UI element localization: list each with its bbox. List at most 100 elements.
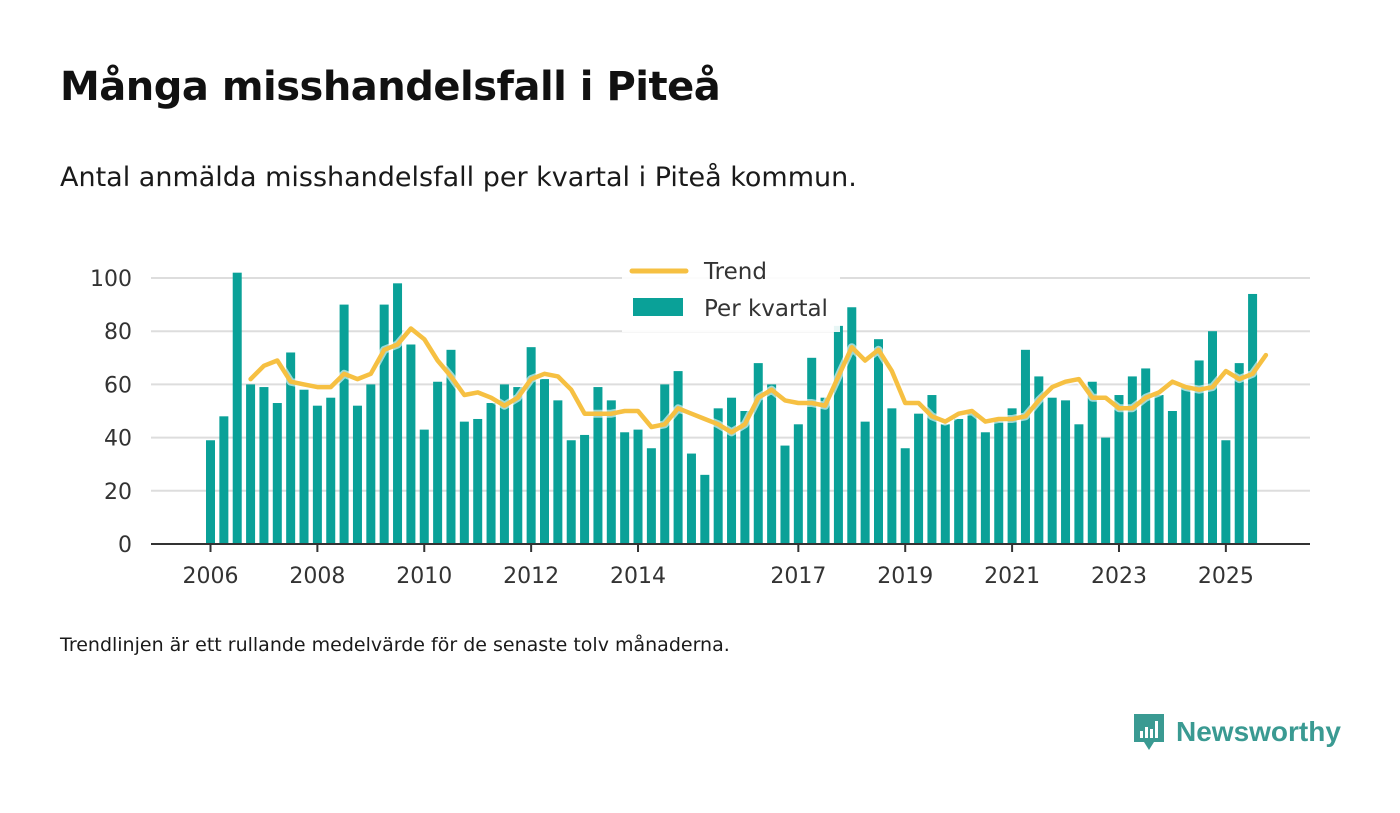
bar [1154,395,1164,544]
bar [980,432,990,544]
bar [1101,437,1111,544]
bar [219,416,229,544]
bar [286,352,296,544]
bar [393,283,403,544]
bar [620,432,630,544]
bar [740,411,750,544]
bar [807,357,817,544]
bar [767,384,777,544]
bar [874,339,883,544]
x-tick-label: 2023 [1091,564,1147,589]
bar [459,421,469,544]
bar [326,397,336,544]
bar [927,395,937,544]
bar [246,384,256,544]
bar [673,371,683,544]
legend-bar-label: Per kvartal [704,296,828,322]
bar [299,389,309,544]
x-tick-label: 2010 [396,564,452,589]
chart-subtitle: Antal anmälda misshandelsfall per kvarta… [60,162,857,193]
y-tick-label: 100 [90,267,132,292]
bar [339,304,349,544]
x-tick-label: 2021 [984,564,1040,589]
x-tick-label: 2019 [877,564,933,589]
bar [1194,360,1204,544]
bar [1047,397,1057,544]
bar [499,384,509,544]
bar [954,418,964,544]
bar [1221,440,1231,544]
bar [847,307,857,544]
legend: Trend Per kvartal [622,252,840,332]
bar [1127,376,1137,544]
bar [1020,349,1030,544]
x-axis-ticks: 2006 2008 2010 2012 2014 2017 2019 2021 2023 2025 [183,544,1254,589]
bar [352,405,362,544]
bar [486,403,496,544]
bar [967,413,977,544]
x-tick-label: 2006 [183,564,239,589]
bar [1181,387,1191,544]
bar [660,384,670,544]
bar [580,434,590,544]
bar [914,413,924,544]
brand-logo[interactable]: Newsworthy [1132,712,1341,752]
bar [419,429,429,544]
bar [366,384,376,544]
y-tick-label: 20 [104,480,132,505]
bar [1087,381,1097,544]
bar-series [206,272,1258,544]
bar [540,379,549,544]
bar [646,448,656,544]
bar [526,347,536,544]
legend-trend-label: Trend [703,259,767,285]
trend-line [248,326,1269,435]
bar [1234,363,1244,544]
x-tick-label: 2012 [503,564,559,589]
chart-title: Många misshandelsfall i Piteå [60,64,721,110]
bar [1141,368,1151,544]
bar [700,474,710,544]
x-tick-label: 2017 [770,564,826,589]
bar [887,408,897,544]
bar [272,403,282,544]
bar [513,387,523,544]
y-tick-label: 40 [104,427,132,452]
bar [406,344,416,544]
bar [259,387,269,544]
bar [833,325,843,544]
bar [686,453,696,544]
brand-name: Newsworthy [1176,716,1341,747]
y-tick-label: 0 [118,533,132,558]
bar [553,400,563,544]
legend-bar-swatch [633,298,683,316]
bar [713,408,723,544]
bar [860,421,870,544]
newsworthy-logo-icon [1134,714,1164,750]
bar [473,418,483,544]
y-axis-ticks: 0 20 40 60 80 100 [90,267,132,558]
bar [379,304,389,544]
bar [1061,400,1071,544]
y-tick-label: 60 [104,373,132,398]
bar [593,387,603,544]
bar [606,400,616,544]
bar [1034,376,1044,544]
bar [727,397,737,544]
bar [780,445,790,544]
bar [994,421,1004,544]
legend-background [622,252,840,332]
bar [900,448,910,544]
bar [820,397,830,544]
bar [1248,293,1258,544]
bar [206,440,215,544]
bar [446,349,456,544]
bar [1007,408,1017,544]
trend-series [246,324,1270,437]
bar [1167,411,1177,544]
x-tick-label: 2008 [289,564,345,589]
x-tick-label: 2025 [1198,564,1254,589]
bar [1208,331,1217,544]
footnote: Trendlinjen är ett rullande medelvärde f… [60,634,730,656]
bar [940,424,950,544]
